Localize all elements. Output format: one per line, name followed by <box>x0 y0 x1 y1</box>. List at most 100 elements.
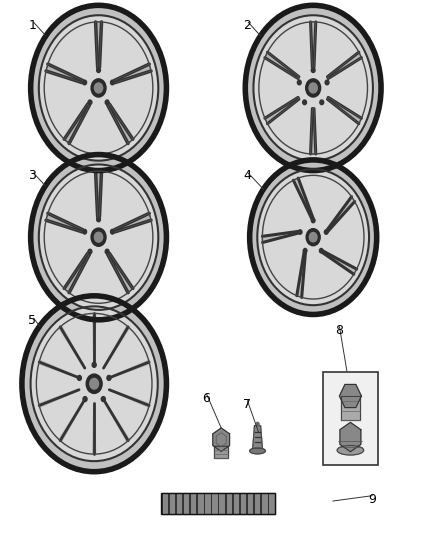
Bar <box>261 493 268 514</box>
Bar <box>240 493 246 514</box>
Circle shape <box>39 165 158 310</box>
Polygon shape <box>39 389 79 407</box>
Circle shape <box>325 230 328 234</box>
Circle shape <box>311 219 315 223</box>
Polygon shape <box>213 428 230 451</box>
Polygon shape <box>93 313 95 365</box>
Circle shape <box>110 229 114 234</box>
Bar <box>214 446 228 458</box>
Bar <box>323 372 378 465</box>
Bar <box>219 493 225 514</box>
Text: 4: 4 <box>243 169 251 182</box>
Circle shape <box>311 68 315 72</box>
Polygon shape <box>95 171 102 216</box>
Bar <box>169 493 175 514</box>
Polygon shape <box>95 22 102 67</box>
Polygon shape <box>328 98 361 124</box>
Bar <box>226 493 232 514</box>
Circle shape <box>254 15 373 160</box>
Circle shape <box>257 169 369 305</box>
Polygon shape <box>93 403 95 454</box>
Circle shape <box>325 80 329 85</box>
Bar <box>190 493 196 514</box>
Polygon shape <box>293 178 314 220</box>
Text: 8: 8 <box>335 324 343 337</box>
Circle shape <box>319 248 323 253</box>
Polygon shape <box>109 389 150 407</box>
Ellipse shape <box>337 446 364 455</box>
Bar <box>212 493 218 514</box>
Circle shape <box>88 249 92 254</box>
Circle shape <box>309 232 317 242</box>
Bar <box>254 493 261 514</box>
Circle shape <box>320 100 324 104</box>
Circle shape <box>297 80 301 85</box>
Polygon shape <box>339 384 361 408</box>
Bar <box>240 493 246 514</box>
Circle shape <box>91 79 106 97</box>
Bar <box>219 493 225 514</box>
Polygon shape <box>59 399 85 442</box>
Circle shape <box>31 306 158 461</box>
Text: 1: 1 <box>28 19 36 31</box>
Polygon shape <box>46 213 83 232</box>
Text: 3: 3 <box>28 169 36 182</box>
Polygon shape <box>262 231 300 243</box>
Circle shape <box>39 15 158 160</box>
Bar <box>214 446 228 458</box>
Text: 5: 5 <box>28 314 36 327</box>
Circle shape <box>256 422 259 426</box>
Circle shape <box>31 155 166 320</box>
Bar <box>169 493 175 514</box>
Bar <box>183 493 189 514</box>
Polygon shape <box>297 251 306 297</box>
Circle shape <box>88 100 92 104</box>
Bar <box>233 493 239 514</box>
Bar <box>176 493 182 514</box>
Polygon shape <box>103 399 129 442</box>
Circle shape <box>309 83 317 93</box>
Circle shape <box>306 79 321 97</box>
Bar <box>204 493 211 514</box>
Polygon shape <box>46 64 83 83</box>
Circle shape <box>250 160 377 314</box>
Circle shape <box>31 5 166 171</box>
Circle shape <box>90 378 99 389</box>
Bar <box>254 493 261 514</box>
Bar <box>162 493 168 514</box>
Circle shape <box>304 248 307 253</box>
Text: 9: 9 <box>368 493 376 506</box>
Polygon shape <box>340 422 361 452</box>
Polygon shape <box>59 326 85 368</box>
Polygon shape <box>39 360 79 378</box>
Circle shape <box>107 375 111 381</box>
Polygon shape <box>114 213 151 232</box>
Circle shape <box>91 228 106 246</box>
Circle shape <box>298 230 302 234</box>
Polygon shape <box>108 104 133 143</box>
Bar <box>247 493 253 514</box>
Circle shape <box>95 232 102 242</box>
Polygon shape <box>103 326 129 368</box>
Circle shape <box>92 362 96 367</box>
Polygon shape <box>114 64 151 83</box>
Bar <box>162 493 168 514</box>
Polygon shape <box>265 52 299 78</box>
Bar <box>183 493 189 514</box>
Ellipse shape <box>250 448 265 454</box>
Circle shape <box>97 68 100 72</box>
Circle shape <box>83 397 87 401</box>
Text: 7: 7 <box>243 398 251 411</box>
Bar <box>226 493 232 514</box>
Text: 6: 6 <box>202 392 210 405</box>
Circle shape <box>110 80 114 85</box>
Bar <box>268 493 275 514</box>
Circle shape <box>303 100 307 104</box>
Polygon shape <box>311 22 316 67</box>
Bar <box>212 493 218 514</box>
Bar <box>341 396 360 420</box>
Polygon shape <box>311 109 316 154</box>
Polygon shape <box>265 98 299 124</box>
Polygon shape <box>328 52 361 78</box>
Bar <box>247 493 253 514</box>
